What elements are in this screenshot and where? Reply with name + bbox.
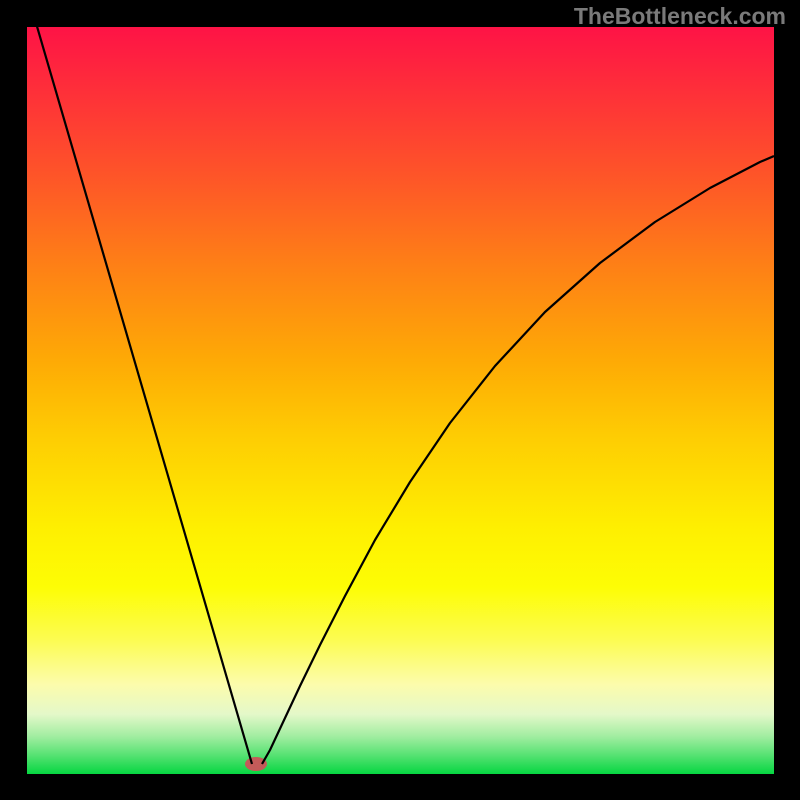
left-curve <box>36 27 252 764</box>
plot-area <box>27 27 774 774</box>
chart-container: TheBottleneck.com <box>0 0 800 800</box>
watermark-text: TheBottleneck.com <box>574 3 786 30</box>
curve-layer <box>27 27 774 774</box>
right-curve <box>262 156 774 764</box>
